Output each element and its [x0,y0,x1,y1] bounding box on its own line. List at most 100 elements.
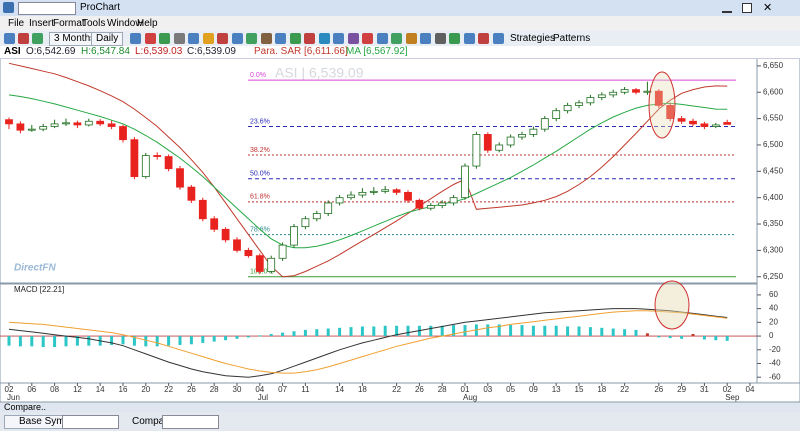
month-label: Aug [463,393,477,402]
tool-icon[interactable] [405,33,417,44]
y-tick-label: 6,300 [763,245,784,254]
tool-icon[interactable] [463,33,475,44]
close-value: C:6,539.09 [187,46,236,57]
y-tick-label: 6,500 [763,140,784,149]
candle-body [84,120,93,126]
x-tick-label: 02 [723,385,732,394]
candle-body [552,110,561,120]
maximize-button[interactable] [742,3,752,13]
tool-icon[interactable] [492,33,504,44]
menu-item[interactable]: Insert [29,18,55,29]
x-tick-label: 18 [597,385,606,394]
low-value: L:6,539.03 [135,46,183,57]
tool-icon[interactable] [318,33,330,44]
tool-icon[interactable] [144,33,156,44]
tool-icon[interactable] [173,33,185,44]
patterns-menu[interactable]: Patterns [553,33,591,44]
tool-icon[interactable] [347,33,359,44]
window-title: ProChart [80,2,121,13]
candle-body [27,128,36,131]
close-button[interactable]: ✕ [763,2,773,14]
tool-icon[interactable] [217,33,228,44]
tool-icon[interactable] [202,33,214,44]
candle-body [723,122,732,125]
menu-item[interactable]: Format [53,18,85,29]
candle-body [449,197,458,204]
candle-body [689,120,697,125]
macd-bar [121,336,125,345]
candle-body [381,189,390,192]
y-tick-label: -60 [769,372,781,381]
menu-item[interactable]: Window [107,18,143,29]
tool-icon[interactable] [478,33,489,44]
macd-bar [7,336,11,346]
macd-line [8,308,728,378]
strategies-menu[interactable]: Strategies [510,33,556,44]
candle-body [16,123,25,131]
indicator-line [8,94,728,249]
tool-icon[interactable] [391,33,402,44]
tool-icon[interactable] [434,33,446,44]
tool-icon[interactable] [159,33,170,44]
y-tick-label: 0 [769,331,774,340]
tool-icon[interactable] [188,33,199,44]
tool-icon[interactable] [304,33,315,44]
compare-bar: Base Symbol Compare [0,412,800,431]
symbol: ASI [4,46,21,57]
tool-icon[interactable] [333,33,344,44]
tool-icon[interactable] [362,33,373,44]
toolbar-icon[interactable] [32,33,43,44]
interval-select[interactable]: Daily [91,32,124,46]
compare-input[interactable] [162,415,219,429]
compare-menu[interactable]: Compare.. [4,402,47,412]
candle-body [5,119,13,125]
candle-body [347,194,355,199]
macd-bar [326,328,330,337]
legend-entry: MA [6,567.92] [346,46,408,57]
tool-icon[interactable] [289,33,301,44]
tool-icon[interactable] [260,33,272,44]
candle-body [130,139,139,177]
symbol-search[interactable] [18,2,76,15]
tool-icon[interactable] [376,33,388,44]
menu-item[interactable]: Tools [82,18,106,29]
tool-icon[interactable] [275,33,286,44]
y-tick-label: 6,650 [763,61,784,70]
x-tick-label: 14 [96,385,105,394]
candle-body [438,202,447,206]
base-symbol-input[interactable] [62,415,119,429]
x-tick-label: 04 [746,385,755,394]
menu-item[interactable]: File [8,18,25,29]
macd-bar [543,325,547,337]
tool-icon[interactable] [231,33,243,44]
minimize-button[interactable] [722,3,732,13]
x-tick-label: 04 [255,385,264,394]
tool-icon[interactable] [420,33,431,44]
macd-bar [520,325,524,337]
candle-body [73,122,82,126]
candle-body [187,186,196,201]
tool-icon[interactable] [130,33,141,44]
macd-bar [178,336,182,345]
menu-item[interactable]: Help [137,18,158,29]
macd-bar [41,336,45,348]
x-tick-label: 12 [73,385,82,394]
tool-icon[interactable] [449,33,460,44]
x-tick-label: 22 [620,385,629,394]
tool-icon[interactable] [246,33,257,44]
candle-body [221,228,230,241]
menu-bar: File Insert Format Tools Window Help [0,16,800,31]
macd-bar [212,336,216,342]
toolbar-icon[interactable] [4,33,15,44]
macd-bar [531,325,535,337]
macd-bar [360,326,364,337]
candle-body [358,191,367,196]
x-tick-label: 29 [677,385,686,394]
month-label: Sep [725,393,740,402]
candle-body [620,89,629,93]
toolbar-icon[interactable] [18,33,29,44]
macd-title: MACD [22.21] [14,285,64,294]
macd-bar [395,325,399,337]
